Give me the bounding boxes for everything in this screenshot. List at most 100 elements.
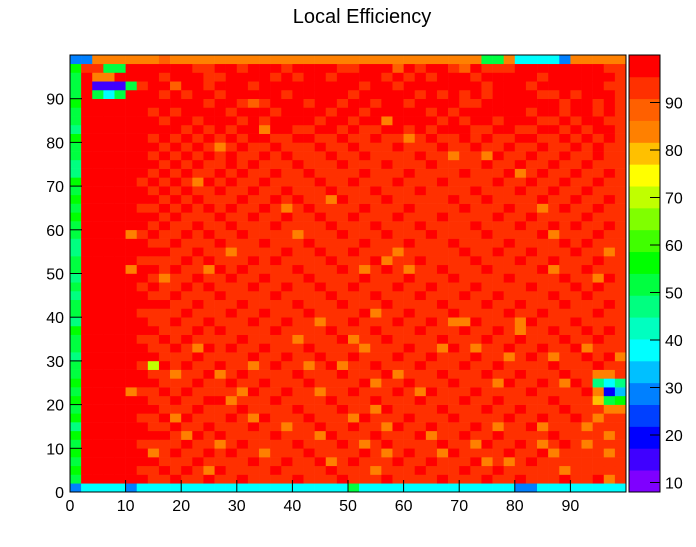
heatmap-cell (537, 55, 549, 65)
heatmap-cell (381, 317, 393, 327)
heatmap-cell (537, 177, 549, 187)
heatmap-cell (270, 465, 282, 475)
heatmap-cell (537, 448, 549, 458)
heatmap-cell (81, 317, 93, 327)
heatmap-cell (470, 387, 482, 397)
heatmap-cell (459, 133, 471, 143)
heatmap-cell (614, 369, 627, 379)
heatmap-cell (525, 483, 538, 493)
colorbar-tick-label: 80 (665, 143, 683, 160)
heatmap-cell (170, 273, 182, 283)
heatmap-cell (470, 404, 482, 414)
heatmap-cell (537, 282, 549, 292)
heatmap-cell (614, 81, 627, 91)
heatmap-cell (548, 378, 560, 388)
heatmap-cell (414, 81, 427, 91)
heatmap-cell (414, 212, 427, 222)
heatmap-cell (214, 325, 226, 335)
heatmap-cell (514, 63, 527, 73)
heatmap-cell (470, 334, 482, 344)
heatmap-cell (503, 395, 516, 405)
heatmap-cell (214, 238, 226, 248)
heatmap-cell (470, 212, 482, 222)
heatmap-cell (225, 177, 238, 187)
heatmap-cell (325, 159, 338, 169)
heatmap-cell (103, 413, 115, 423)
heatmap-cell (81, 352, 93, 362)
heatmap-cell (325, 448, 338, 458)
heatmap-cell (70, 474, 82, 484)
heatmap-cell (392, 212, 404, 222)
heatmap-cell (314, 325, 327, 335)
heatmap-cell (614, 264, 627, 274)
heatmap-cell (548, 290, 560, 301)
heatmap-cell (403, 308, 416, 318)
heatmap-cell (303, 168, 315, 178)
heatmap-cell (614, 334, 627, 344)
heatmap-cell (136, 325, 149, 335)
heatmap-cell (481, 151, 493, 161)
heatmap-cell (114, 229, 126, 239)
heatmap-cell (103, 308, 115, 318)
heatmap-cell (81, 483, 93, 493)
heatmap-cell (214, 186, 226, 196)
heatmap-cell (381, 142, 393, 152)
heatmap-cell (114, 290, 126, 301)
heatmap-cell (336, 124, 349, 134)
heatmap-cell (470, 247, 482, 257)
heatmap-cell (281, 457, 293, 467)
heatmap-cell (448, 72, 460, 82)
heatmap-cell (270, 483, 282, 493)
heatmap-cell (270, 168, 282, 178)
heatmap-cell (559, 159, 571, 169)
heatmap-cell (303, 72, 315, 82)
heatmap-cell (192, 194, 204, 204)
heatmap-cell (225, 325, 238, 335)
heatmap-cell (581, 334, 593, 344)
heatmap-cell (92, 369, 104, 379)
heatmap-cell (92, 290, 104, 301)
heatmap-cell (603, 264, 616, 274)
heatmap-cell (170, 55, 182, 65)
heatmap-cell (414, 256, 427, 266)
heatmap-cell (436, 474, 449, 484)
heatmap-cell (525, 343, 538, 353)
heatmap-cell (514, 194, 527, 204)
heatmap-cell (70, 238, 82, 248)
heatmap-cell (136, 457, 149, 467)
heatmap-cell (259, 395, 271, 405)
heatmap-cell (158, 116, 171, 126)
heatmap-cell (314, 168, 327, 178)
heatmap-cell (603, 378, 616, 388)
heatmap-cell (136, 194, 149, 204)
heatmap-cell (103, 317, 115, 327)
heatmap-cell (147, 72, 160, 82)
heatmap-cell (525, 448, 538, 458)
heatmap-cell (525, 116, 538, 126)
heatmap-cell (403, 334, 416, 344)
heatmap-cell (470, 229, 482, 239)
heatmap-cell (370, 360, 382, 370)
heatmap-cell (225, 395, 238, 405)
heatmap-cell (303, 317, 315, 327)
heatmap-cell (325, 98, 338, 108)
heatmap-cell (592, 72, 605, 82)
heatmap-cell (559, 63, 571, 73)
heatmap-cell (158, 308, 171, 318)
heatmap-cell (170, 98, 182, 108)
heatmap-cell (581, 465, 593, 475)
heatmap-cell (236, 142, 249, 152)
heatmap-cell (81, 55, 93, 65)
heatmap-cell (581, 369, 593, 379)
heatmap-cell (325, 439, 338, 449)
heatmap-cell (470, 133, 482, 143)
heatmap-cell (147, 404, 160, 414)
heatmap-cell (314, 221, 327, 231)
heatmap-cell (603, 413, 616, 423)
heatmap-cell (281, 168, 293, 178)
heatmap-cell (281, 221, 293, 231)
heatmap-cell (303, 439, 315, 449)
heatmap-cell (459, 369, 471, 379)
heatmap-cell (225, 63, 238, 73)
heatmap-cell (225, 142, 238, 152)
